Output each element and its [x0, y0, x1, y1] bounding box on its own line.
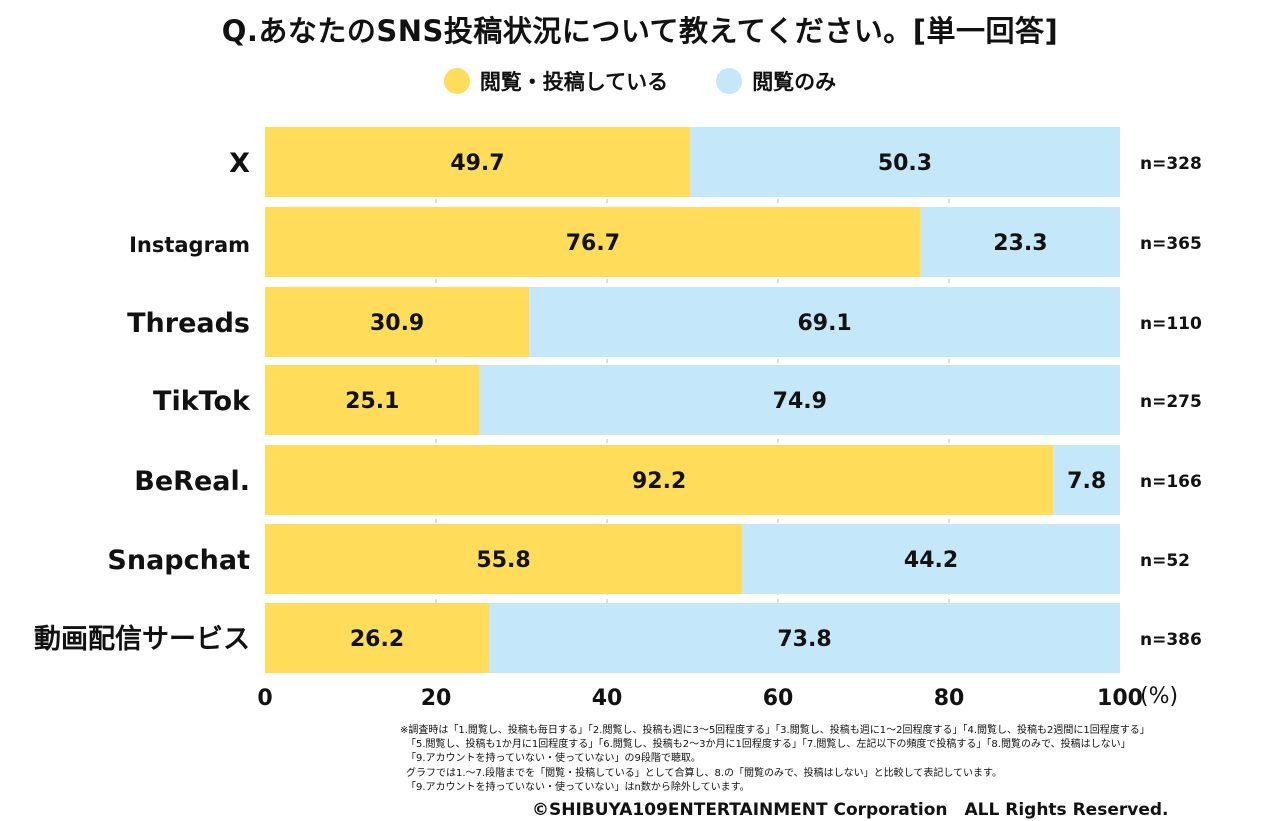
- data-label-viewing: 73.8: [777, 627, 831, 652]
- category-label: X: [229, 148, 250, 179]
- x-tick-label: 0: [257, 686, 272, 711]
- data-label-posting: 26.2: [350, 627, 404, 652]
- legend-swatch-posting: [443, 68, 470, 94]
- bar-segment-viewing: [742, 524, 1120, 594]
- data-label-viewing: 74.9: [773, 389, 827, 414]
- data-label-viewing: 69.1: [797, 311, 851, 336]
- footnotes: ※調査時は「1.閲覧し、投稿も毎日する」「2.閲覧し、投稿も週に3〜5回程度する…: [400, 724, 1150, 795]
- data-label-posting: 49.7: [450, 151, 504, 176]
- bar-segment-posting: [265, 603, 490, 673]
- category-label: Instagram: [129, 233, 250, 257]
- data-label-viewing: 23.3: [993, 231, 1047, 256]
- bar-segment-posting: [265, 445, 1054, 515]
- category-label: Threads: [127, 308, 250, 339]
- bar-segment-posting: [265, 207, 921, 277]
- data-label-posting: 76.7: [566, 231, 620, 256]
- x-unit-label: (%): [1140, 684, 1178, 709]
- data-label-posting: 30.9: [370, 311, 424, 336]
- legend-swatch-viewing: [716, 68, 743, 94]
- bar-segment-viewing: [689, 127, 1120, 197]
- legend-label-posting: 閲覧・投稿している: [479, 70, 669, 94]
- chart-title: Q.あなたのSNS投稿状況について教えてください。[単一回答]: [221, 14, 1059, 48]
- n-label: n=365: [1140, 234, 1202, 254]
- legend: 閲覧・投稿している 閲覧のみ: [0, 66, 1280, 96]
- n-label: n=110: [1140, 314, 1202, 334]
- x-tick-label: 60: [763, 686, 794, 711]
- category-label: Snapchat: [107, 545, 250, 576]
- x-tick-label: 80: [934, 686, 965, 711]
- bar-segment-viewing: [479, 365, 1121, 435]
- data-label-posting: 55.8: [476, 548, 530, 573]
- footnote-line: 「5.閲覧し、投稿も1か月に1回程度する」「6.閲覧し、投稿も2〜3か月に1回程…: [406, 739, 1131, 751]
- x-tick-label: 20: [421, 686, 452, 711]
- n-label: n=328: [1140, 154, 1202, 174]
- data-label-viewing: 7.8: [1067, 469, 1106, 494]
- x-tick-label: 100: [1097, 686, 1143, 711]
- footnote-line: 「9.アカウントを持っていない・使っていない」はn数から除外しています。: [406, 781, 750, 793]
- category-label: TikTok: [153, 386, 251, 417]
- bar-segment-posting: [265, 524, 743, 594]
- bar-segment-posting: [265, 287, 530, 357]
- legend-item-posting: 閲覧・投稿している: [443, 66, 669, 96]
- n-label: n=52: [1140, 551, 1190, 571]
- bar-segment-posting: [265, 127, 690, 197]
- bar-segment-viewing: [920, 207, 1120, 277]
- x-tick-label: 40: [592, 686, 623, 711]
- bar-segment-posting: [265, 365, 480, 435]
- copyright: ©SHIBUYA109ENTERTAINMENT Corporation ALL…: [532, 800, 1169, 820]
- n-label: n=386: [1140, 630, 1202, 650]
- data-label-viewing: 50.3: [878, 151, 932, 176]
- footnote-line: ※調査時は「1.閲覧し、投稿も毎日する」「2.閲覧し、投稿も週に3〜5回程度する…: [400, 725, 1150, 736]
- n-label: n=166: [1140, 472, 1202, 492]
- bar-segment-viewing: [1053, 445, 1120, 515]
- bar-segment-viewing: [489, 603, 1120, 673]
- category-label: 動画配信サービス: [34, 624, 250, 655]
- footnote-line: 「9.アカウントを持っていない・使っていない」の9段階で聴取。: [406, 753, 701, 765]
- legend-label-viewing: 閲覧のみ: [752, 70, 837, 94]
- data-label-posting: 92.2: [632, 469, 686, 494]
- category-label: BeReal.: [134, 466, 250, 497]
- bar-segment-viewing: [529, 287, 1120, 357]
- legend-item-viewing: 閲覧のみ: [716, 66, 836, 96]
- data-label-posting: 25.1: [345, 389, 399, 414]
- n-label: n=275: [1140, 392, 1202, 412]
- data-label-viewing: 44.2: [904, 548, 958, 573]
- footnote-line: グラフでは1.〜7.段階までを「閲覧・投稿している」として合算し、8.の「閲覧の…: [406, 767, 1003, 779]
